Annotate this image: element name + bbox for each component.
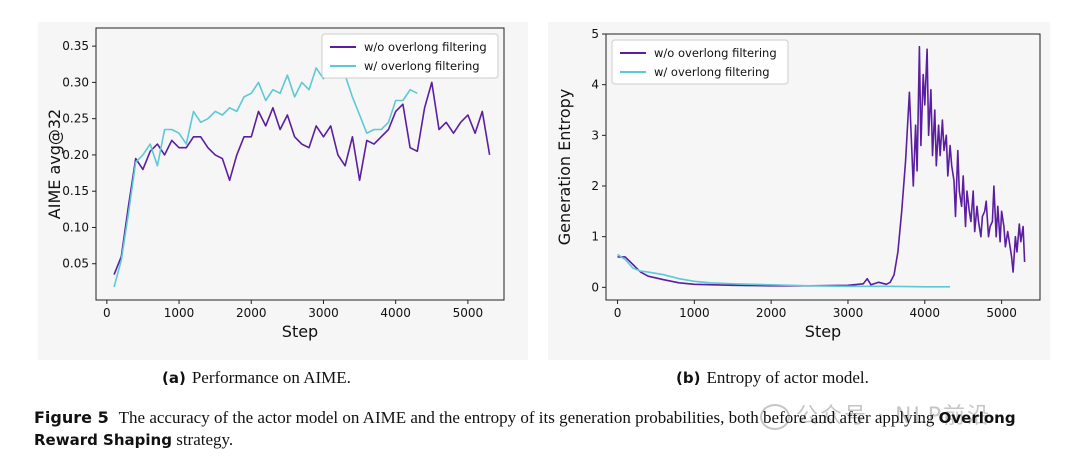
legend-label: w/ overlong filtering (364, 59, 480, 73)
x-tick-label: 2000 (756, 306, 787, 320)
caption-text-before: The accuracy of the actor model on AIME … (118, 408, 935, 427)
subcaption-a-text: Performance on AIME. (191, 368, 351, 387)
x-tick-label: 5000 (453, 306, 484, 320)
chart-panel-aime: 0 1000 2000 3000 4000 5000 0.05 0.10 0.15 0.20 0.2… (38, 22, 528, 360)
watermark-text: 公众号 · NLP前沿 (796, 404, 991, 429)
y-axis-label: AIME avg@32 (45, 109, 64, 219)
caption-strong: Overlong Reward Shaping (34, 409, 1016, 449)
y-tick-label: 0.10 (62, 220, 89, 234)
x-tick-label: 1000 (164, 306, 195, 320)
plot-frame (95, 27, 505, 301)
x-tick-label: 4000 (380, 306, 411, 320)
y-tick-label: 0.05 (62, 257, 89, 271)
chart-panel-entropy: 0 1000 2000 3000 4000 5000 0 1 2 3 4 5 Step Generatio… (548, 22, 1050, 360)
figure-caption: Figure 5 The accuracy of the actor model… (34, 407, 1054, 451)
x-axis-label: Step (282, 322, 318, 341)
wechat-icon (760, 404, 790, 430)
y-tick-label: 1 (591, 230, 599, 244)
caption-text-after: strategy. (176, 430, 234, 449)
x-tick-label: 0 (103, 306, 111, 320)
y-tick-label: 0.15 (62, 184, 89, 198)
x-tick-label: 3000 (308, 306, 339, 320)
subcaption-a: (a) Performance on AIME. (162, 368, 351, 388)
x-tick-label: 2000 (236, 306, 267, 320)
subcaption-a-label: (a) (162, 369, 186, 387)
subcaption-b-text: Entropy of actor model. (706, 368, 869, 387)
y-tick-label: 3 (591, 128, 599, 142)
plot-frame (605, 33, 1041, 301)
x-tick-label: 4000 (910, 306, 941, 320)
legend (321, 33, 499, 79)
figure-label: Figure 5 (34, 408, 109, 427)
legend (611, 39, 789, 85)
legend-label: w/o overlong filtering (364, 40, 487, 54)
y-tick-label: 0.20 (62, 148, 89, 162)
y-tick-label: 0 (591, 280, 599, 294)
y-tick-label: 0.25 (62, 112, 89, 126)
y-tick-label: 2 (591, 179, 599, 193)
x-tick-label: 0 (614, 306, 622, 320)
y-tick-label: 5 (591, 27, 599, 41)
entropy-chart: 0 1000 2000 3000 4000 5000 0 1 2 3 4 5 Step Generatio… (555, 27, 1041, 341)
series-line-with-filtering (113, 38, 418, 288)
y-tick-label: 4 (591, 78, 599, 92)
legend-label: w/o overlong filtering (654, 46, 777, 60)
series-line-with-filtering (617, 253, 951, 288)
series-line-without-filtering (113, 81, 491, 275)
x-tick-label: 1000 (679, 306, 710, 320)
watermark: 公众号 · NLP前沿 (760, 398, 991, 430)
y-axis-label: Generation Entropy (555, 89, 574, 246)
y-tick-label: 0.30 (62, 75, 89, 89)
series-line-without-filtering (617, 45, 1026, 287)
x-tick-label: 3000 (833, 306, 864, 320)
subcaption-b-label: (b) (676, 369, 701, 387)
legend-label: w/ overlong filtering (654, 65, 770, 79)
y-tick-label: 0.35 (62, 39, 89, 53)
aime-chart: 0 1000 2000 3000 4000 5000 0.05 0.10 0.15 0.20 0.2… (45, 27, 505, 341)
x-axis-label: Step (805, 322, 841, 341)
subcaption-b: (b) Entropy of actor model. (676, 368, 869, 388)
x-tick-label: 5000 (986, 306, 1017, 320)
